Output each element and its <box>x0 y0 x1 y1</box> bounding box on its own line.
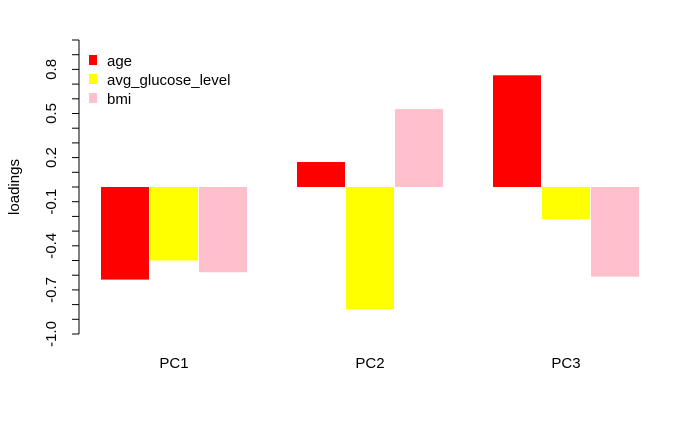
legend-swatch-bmi <box>89 93 97 103</box>
bar-pc3-avg-glucose-level <box>542 187 590 220</box>
y-tick-label: 0.2 <box>43 147 60 168</box>
bars-layer <box>101 75 639 310</box>
legend-swatch-age <box>89 55 97 65</box>
bar-pc1-bmi <box>199 187 247 273</box>
category-label-pc2: PC2 <box>355 355 384 372</box>
y-tick-label: -0.7 <box>43 277 60 303</box>
legend-swatch-avg-glucose-level <box>89 74 97 84</box>
bar-pc3-age <box>493 75 541 187</box>
y-axis: -1.0 -0.7 -0.4 -0.1 0.2 0.5 0.8 <box>43 39 80 347</box>
bar-pc1-avg-glucose-level <box>150 187 198 261</box>
bar-pc3-bmi <box>591 187 639 277</box>
y-axis-label: loadings <box>6 159 23 215</box>
bar-pc1-age <box>101 187 149 280</box>
legend-label-age: age <box>107 53 132 70</box>
category-label-pc3: PC3 <box>551 355 580 372</box>
category-label-pc1: PC1 <box>159 355 188 372</box>
legend-label-bmi: bmi <box>107 91 131 108</box>
y-tick-label: -1.0 <box>43 321 60 347</box>
bar-pc2-avg-glucose-level <box>346 187 394 310</box>
legend-label-avg-glucose-level: avg_glucose_level <box>107 72 230 89</box>
y-tick-label: 0.5 <box>43 103 60 124</box>
bar-pc2-bmi <box>395 109 443 187</box>
category-labels: PC1 PC2 PC3 <box>159 355 580 372</box>
bar-pc2-age <box>297 162 345 187</box>
y-tick-label: -0.1 <box>43 189 60 215</box>
y-tick-label: 0.8 <box>43 59 60 80</box>
y-tick-label: -0.4 <box>43 233 60 259</box>
